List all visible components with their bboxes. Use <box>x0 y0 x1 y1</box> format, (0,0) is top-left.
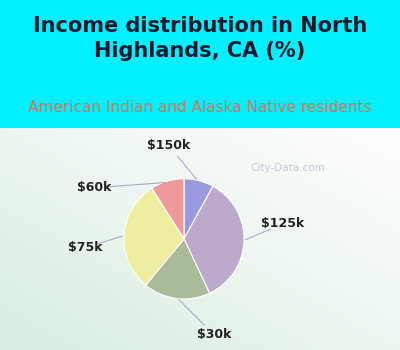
Wedge shape <box>184 186 244 293</box>
Text: $60k: $60k <box>77 181 111 194</box>
Text: American Indian and Alaska Native residents: American Indian and Alaska Native reside… <box>28 100 372 115</box>
Wedge shape <box>152 179 184 239</box>
Wedge shape <box>124 188 184 285</box>
Wedge shape <box>184 179 213 239</box>
Text: $75k: $75k <box>68 241 102 254</box>
Text: City-Data.com: City-Data.com <box>251 163 325 173</box>
Text: $30k: $30k <box>197 329 231 342</box>
Wedge shape <box>146 239 210 299</box>
Text: $150k: $150k <box>147 139 191 152</box>
Text: $125k: $125k <box>262 217 305 230</box>
Text: Income distribution in North
Highlands, CA (%): Income distribution in North Highlands, … <box>33 16 367 61</box>
